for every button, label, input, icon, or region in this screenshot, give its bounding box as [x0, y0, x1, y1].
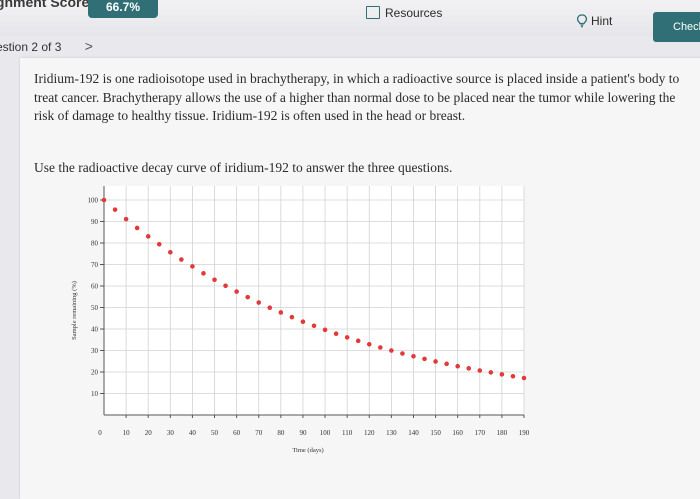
data-point: [256, 300, 262, 305]
data-point: [223, 283, 228, 289]
data-point: [366, 341, 372, 347]
y-tick-label: 40: [91, 326, 99, 334]
x-tick-label: 120: [364, 429, 375, 437]
x-tick-label: 170: [475, 429, 486, 437]
data-point: [400, 351, 405, 356]
plot-area: [104, 186, 524, 415]
data-point: [433, 359, 438, 364]
y-tick-label: 60: [91, 283, 99, 291]
assignment-score-label: ignment Score:: [0, 0, 94, 10]
data-point: [289, 314, 295, 320]
data-point: [112, 207, 118, 212]
hint-label: Hint: [591, 14, 613, 28]
y-tick-label: 90: [91, 218, 99, 226]
question-navigator: estion 2 of 3 >: [0, 38, 93, 54]
data-point: [156, 241, 162, 247]
x-tick-label: 40: [189, 429, 197, 437]
data-point: [145, 234, 151, 239]
check-answer-button[interactable]: Check: [653, 12, 700, 42]
lightbulb-icon: [577, 14, 587, 28]
y-tick-label: 70: [91, 261, 99, 269]
data-point: [234, 289, 239, 294]
data-point: [355, 338, 361, 344]
x-tick-label: 80: [277, 429, 285, 437]
y-tick-label: 20: [91, 369, 99, 377]
question-counter: estion 2 of 3: [0, 40, 62, 54]
data-point: [322, 327, 328, 333]
data-point: [389, 348, 394, 353]
data-point: [212, 277, 217, 283]
resources-button[interactable]: Resources: [366, 6, 442, 20]
x-tick-label: 100: [320, 429, 331, 437]
data-point: [278, 310, 284, 315]
x-tick-label: 30: [167, 429, 175, 437]
y-axis-label: Sample remaining (%): [71, 281, 78, 340]
data-point: [510, 374, 516, 379]
x-tick-label: 60: [233, 429, 241, 437]
data-point: [134, 225, 140, 231]
x-tick-label: 140: [408, 429, 419, 437]
data-point: [179, 257, 184, 262]
x-tick-label: 50: [211, 429, 219, 437]
y-tick-label: 30: [91, 347, 99, 355]
data-point: [466, 366, 472, 371]
x-tick-label: 90: [299, 429, 307, 437]
y-tick-label: 100: [88, 197, 99, 205]
data-point: [300, 319, 306, 324]
data-point: [378, 345, 383, 350]
data-point: [422, 356, 427, 362]
data-point: [455, 363, 460, 369]
y-tick-label: 80: [91, 240, 99, 248]
hint-button[interactable]: Hint: [577, 14, 612, 28]
x-tick-label: 160: [452, 429, 463, 437]
data-point: [123, 216, 129, 222]
data-point: [499, 372, 505, 377]
data-point: [245, 294, 250, 300]
data-point: [477, 368, 483, 373]
data-point: [344, 335, 350, 340]
data-point: [168, 249, 173, 255]
data-point: [201, 271, 206, 276]
data-point: [333, 331, 339, 337]
x-tick-label: 180: [497, 429, 508, 437]
question-instruction: Use the radioactive decay curve of iridi…: [34, 160, 453, 175]
x-tick-label: 20: [145, 429, 153, 437]
data-point: [444, 361, 449, 367]
x-tick-label: 10: [123, 429, 131, 437]
data-point: [521, 375, 527, 381]
x-tick-label: 190: [519, 429, 530, 437]
data-point: [267, 305, 273, 311]
y-tick-label: 10: [91, 390, 99, 398]
data-point: [190, 264, 195, 269]
data-point: [101, 197, 107, 203]
x-axis-label: Time (days): [292, 447, 323, 454]
x-tick-label: 150: [430, 429, 441, 437]
top-bar: ignment Score: 66.7% Resources Hint Chec…: [0, 0, 700, 42]
x-tick-label: 110: [342, 429, 353, 437]
resources-label: Resources: [385, 6, 443, 20]
data-points: [101, 197, 527, 381]
origin-label: 0: [98, 429, 102, 437]
x-tick-label: 70: [255, 429, 263, 437]
y-tick-label: 50: [91, 304, 99, 312]
assignment-score-badge: 66.7%: [88, 0, 158, 18]
next-question-icon[interactable]: >: [84, 38, 93, 54]
data-point: [311, 323, 317, 329]
resources-icon: [366, 6, 380, 19]
data-point: [488, 370, 494, 375]
x-tick-label: 130: [386, 429, 397, 437]
data-point: [411, 354, 416, 359]
question-paragraph: Iridium-192 is one radioisotope used in …: [34, 71, 680, 123]
